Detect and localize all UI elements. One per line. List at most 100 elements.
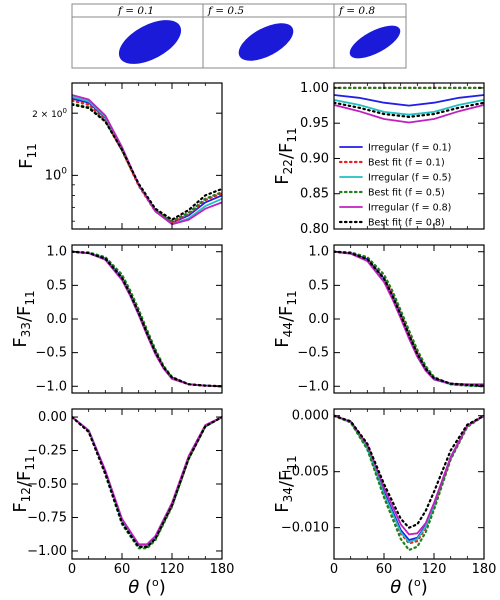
legend-label: Best fit (f = 0.8) [368, 218, 445, 229]
y-tick-label: 0.0 [46, 312, 67, 327]
x-tick-label: 60 [114, 562, 131, 577]
y-axis-label: F12/F11 [10, 455, 37, 512]
series-line-bestfit-3 [334, 250, 484, 388]
y-axis-label-slash: / [14, 315, 35, 322]
y-axis-label-slash: / [276, 152, 297, 159]
axes-frame [333, 244, 485, 394]
x-axis-label-open: ( [139, 577, 152, 598]
y-tick-label: 1.0 [308, 245, 329, 260]
panel-f44: −1.0 −0.5 0.0 0.5 1.0 F44/F11 [272, 244, 485, 394]
x-axis-label: θ (o) [390, 576, 428, 598]
y-axis-label: F22/F11 [272, 127, 299, 184]
y-tick-label: −0.75 [27, 510, 67, 525]
series-line-bestfit-3 [72, 102, 222, 223]
y-axis-label-base: F [272, 502, 293, 512]
axes-frame [71, 244, 223, 394]
y-axis-label-slash: / [276, 480, 297, 487]
y-tick-label: 0.0 [308, 312, 329, 327]
series-line-bestfit-5 [72, 250, 222, 388]
y-axis-label-sub: 33 [19, 322, 33, 337]
legend-label: Irregular (f = 0.5) [368, 173, 451, 184]
series-line-irregular-2 [72, 250, 222, 388]
y-tick-label: −0.010 [281, 521, 329, 536]
x-axis-label-open: ( [401, 577, 414, 598]
y-axis-label-sub: 12 [19, 487, 33, 502]
y-tick-label: 100 [45, 166, 68, 183]
series-group [72, 250, 222, 388]
series-group [72, 94, 222, 226]
y-axis-label-base: F [276, 143, 297, 153]
y-tick-label: 0.80 [300, 222, 329, 237]
x-axis-label: θ (o) [128, 576, 166, 598]
header-label-f01: f = 0.1 [117, 5, 154, 17]
series-line-bestfit-1 [72, 99, 222, 224]
y-tick-label: −0.5 [297, 346, 329, 361]
series-line-bestfit-5 [72, 103, 222, 221]
particle-header: f = 0.1 f = 0.5 f = 0.8 [71, 3, 407, 69]
legend-label: Irregular (f = 0.1) [368, 143, 451, 154]
y-tick-label: 0.000 [292, 409, 329, 424]
series-line-bestfit-1 [72, 250, 222, 388]
y-tick-label: 2 × 100 [32, 107, 67, 120]
header-label-f08: f = 0.8 [338, 5, 375, 17]
series-line-bestfit-1 [334, 250, 484, 388]
y-tick-label: −1.0 [297, 379, 329, 394]
particle-image-f05 [238, 23, 294, 61]
axes-frame [333, 82, 485, 230]
x-tick-label: 120 [422, 562, 447, 577]
y-axis-label-base: F [276, 471, 297, 481]
series-line-bestfit-3 [72, 250, 222, 388]
y-axis-label-base: F [16, 158, 37, 168]
x-axis-label-theta: θ [128, 577, 139, 598]
y-tick-base: 2 × 10 [32, 110, 63, 120]
x-tick-label: 0 [68, 562, 76, 577]
y-tick-label: 0.5 [46, 278, 67, 293]
y-axis-label: F33/F11 [10, 290, 37, 347]
y-axis-label-base: F [10, 337, 31, 347]
series-group [334, 414, 484, 552]
y-axis-label-sub: 22 [281, 159, 295, 174]
legend: Irregular (f = 0.1) Best fit (f = 0.1) Irr… [338, 143, 451, 229]
y-axis-label-base: F [14, 306, 35, 316]
axes-frame [333, 408, 485, 560]
y-axis-label-base: F [272, 174, 293, 184]
y-tick-label: 0.95 [300, 116, 329, 131]
x-tick-label: 60 [376, 562, 393, 577]
y-axis-label-sub: 11 [285, 290, 299, 305]
y-tick-exp: 0 [63, 107, 67, 115]
series-line-irregular-2 [334, 99, 484, 116]
y-axis-label-sub: 44 [281, 322, 295, 337]
series-group [334, 86, 484, 124]
y-axis-label-base: F [14, 471, 35, 481]
series-line-irregular-4 [334, 104, 484, 124]
series-group [334, 250, 484, 388]
x-tick-label: 180 [472, 562, 497, 577]
series-line-bestfit-5 [334, 101, 484, 119]
y-tick-label: −0.50 [27, 477, 67, 492]
y-axis-label: F11 [16, 143, 39, 169]
y-axis-label: F44/F11 [272, 290, 299, 347]
y-axis-label-sub: 11 [285, 127, 299, 142]
y-tick-label: −1.00 [27, 544, 67, 559]
series-line-bestfit-5 [334, 414, 484, 529]
x-axis-label-close: ) [159, 577, 166, 598]
y-tick-exp: 0 [61, 166, 67, 176]
series-line-irregular-0 [334, 250, 484, 387]
axes-frame [71, 408, 223, 560]
y-axis-label-sub: 11 [25, 143, 39, 158]
x-tick-label: 120 [160, 562, 185, 577]
y-axis-label-sub: 34 [281, 487, 295, 502]
y-axis-label-slash: / [14, 480, 35, 487]
y-tick-label: 1.00 [300, 81, 329, 96]
y-tick-label: 0.5 [308, 278, 329, 293]
series-line-bestfit-5 [334, 250, 484, 387]
series-line-irregular-2 [334, 250, 484, 388]
y-tick-label: 1.0 [46, 245, 67, 260]
y-axis-label-sub: 11 [285, 455, 299, 470]
